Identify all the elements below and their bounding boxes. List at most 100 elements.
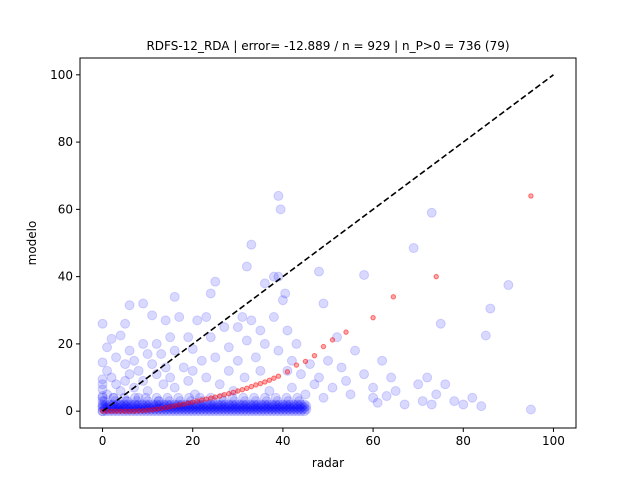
fit-point	[208, 395, 214, 401]
fit-point	[171, 403, 178, 409]
identity-line	[102, 74, 554, 412]
observation-point	[147, 310, 158, 321]
observation-point	[273, 345, 284, 356]
observation-point	[276, 401, 287, 412]
y-tick-label: 100	[50, 68, 73, 82]
observation-point	[313, 266, 324, 277]
observation-point	[142, 386, 153, 396]
observation-point	[238, 392, 249, 403]
observation-point	[164, 396, 175, 407]
observation-point	[259, 406, 270, 417]
observation-point	[245, 402, 256, 413]
observation-point	[234, 402, 245, 413]
observation-point	[259, 402, 270, 413]
observation-point	[256, 399, 267, 410]
observation-point	[187, 406, 198, 417]
observation-point	[241, 399, 252, 410]
observation-point	[106, 372, 117, 383]
observation-point	[124, 345, 135, 356]
x-tick-label: 60	[365, 434, 380, 448]
fit-point	[190, 399, 196, 405]
observation-point	[113, 399, 124, 410]
observation-point	[232, 322, 243, 333]
observation-point	[223, 399, 234, 410]
observation-point	[192, 315, 203, 326]
observation-point	[183, 332, 194, 343]
observation-point	[297, 401, 308, 412]
observation-point	[341, 375, 352, 386]
observation-point	[160, 362, 171, 373]
observation-point	[381, 391, 392, 402]
observation-point	[198, 402, 209, 413]
observation-point	[313, 372, 324, 383]
observation-point	[169, 406, 180, 417]
observation-point	[203, 404, 214, 415]
observation-point	[198, 406, 209, 417]
observation-point	[201, 312, 212, 322]
fit-point	[284, 369, 291, 375]
observation-point	[267, 402, 278, 413]
observation-point	[250, 401, 261, 412]
observation-point	[273, 190, 284, 201]
observation-point	[476, 401, 487, 412]
observation-point	[480, 330, 491, 341]
observation-point	[194, 402, 205, 413]
observation-point	[102, 342, 113, 353]
observation-point	[175, 404, 186, 415]
fit-point	[266, 377, 273, 383]
observation-point	[227, 399, 238, 410]
fit-point	[203, 396, 209, 402]
x-axis-label: radar	[312, 456, 344, 470]
fit-point	[135, 408, 142, 414]
observation-point	[234, 399, 245, 410]
observation-point	[449, 396, 460, 407]
observation-point	[263, 399, 274, 410]
observation-point	[254, 404, 265, 415]
observation-point	[200, 404, 211, 415]
observation-point	[240, 401, 251, 412]
observation-point	[131, 396, 142, 407]
fit-point	[239, 386, 246, 393]
observation-point	[147, 359, 158, 370]
observation-point	[231, 402, 242, 413]
observation-point	[231, 406, 242, 417]
observation-point	[129, 355, 140, 366]
observation-point	[265, 404, 276, 415]
observation-point	[184, 406, 195, 417]
fit-point	[221, 392, 227, 398]
fit-point	[433, 273, 439, 280]
observation-point	[232, 355, 243, 366]
y-tick-label: 40	[58, 270, 73, 284]
x-tick-label: 100	[542, 434, 565, 448]
observation-point	[185, 404, 196, 415]
plot-area	[97, 74, 554, 417]
fit-point	[185, 400, 191, 406]
observation-point	[130, 402, 141, 413]
observation-point	[265, 401, 276, 412]
plot-frame	[79, 57, 577, 429]
observation-point	[207, 404, 218, 415]
observation-point	[111, 352, 122, 363]
fit-point	[131, 408, 137, 414]
observation-point	[237, 312, 248, 322]
observation-point	[115, 406, 126, 417]
observation-point	[236, 401, 247, 412]
observation-point	[196, 404, 207, 415]
observation-point	[218, 404, 229, 415]
fit-point	[199, 397, 205, 403]
observation-point	[290, 404, 301, 415]
observation-point	[234, 406, 245, 417]
fit-point	[167, 404, 173, 410]
observation-point	[210, 276, 221, 287]
observation-point	[272, 404, 283, 415]
observation-point	[246, 239, 257, 250]
observation-point	[267, 406, 278, 417]
observation-point	[120, 318, 131, 329]
observation-point	[254, 401, 265, 412]
observation-point	[153, 396, 164, 407]
observation-point	[111, 402, 122, 413]
observation-point	[247, 401, 258, 412]
observation-point	[350, 345, 361, 356]
observation-point	[295, 406, 306, 417]
